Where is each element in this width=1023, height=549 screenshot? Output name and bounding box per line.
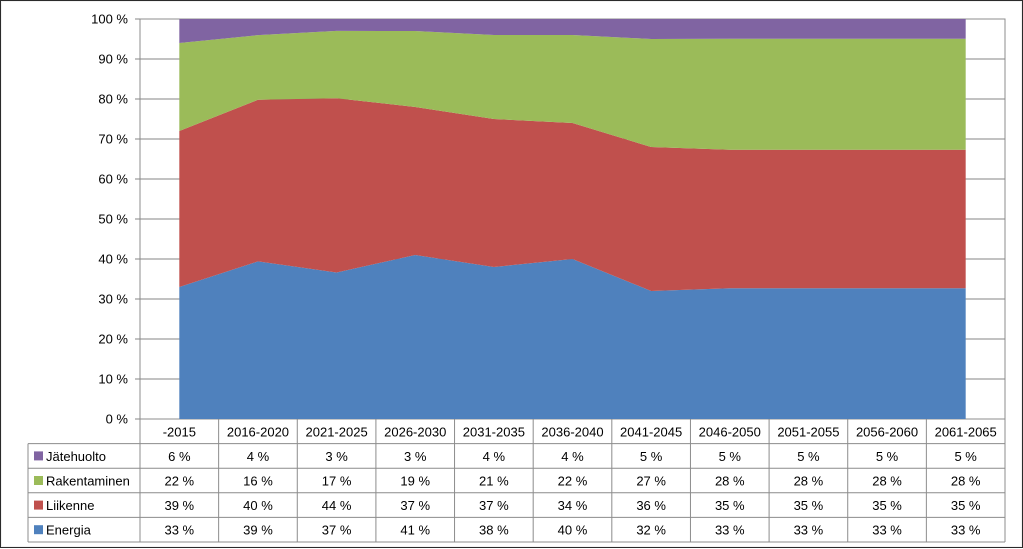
table-value: 28 %	[872, 474, 902, 489]
x-category-label: 2036-2040	[541, 424, 603, 439]
legend-key	[34, 451, 43, 461]
y-tick-label: 30 %	[98, 292, 128, 307]
table-value: 39 %	[243, 523, 273, 538]
table-value: 4 %	[561, 449, 584, 464]
table-value: 5 %	[719, 449, 742, 464]
y-tick-label: 10 %	[98, 372, 128, 387]
table-value: 19 %	[400, 474, 430, 489]
y-tick-label: 20 %	[98, 332, 128, 347]
area-energia	[179, 255, 966, 419]
table-value: 40 %	[558, 523, 588, 538]
table-value: 34 %	[558, 498, 588, 513]
table-value: 35 %	[715, 498, 745, 513]
x-category-label: -2015	[163, 424, 196, 439]
table-value: 5 %	[640, 449, 663, 464]
area-rakentaminen	[179, 30, 966, 150]
legend-key	[34, 476, 43, 485]
table-value: 33 %	[715, 523, 745, 538]
table-value: 37 %	[400, 498, 430, 513]
x-category-label: 2021-2025	[306, 424, 368, 439]
x-category-label: 2041-2045	[620, 424, 682, 439]
area-j-tehuolto	[179, 19, 966, 43]
legend-label: Rakentaminen	[46, 474, 130, 489]
table-value: 38 %	[479, 523, 509, 538]
table-value: 22 %	[558, 474, 588, 489]
table-value: 6 %	[168, 449, 191, 464]
table-value: 37 %	[479, 498, 509, 513]
table-value: 28 %	[951, 474, 981, 489]
table-value: 32 %	[636, 523, 666, 538]
y-tick-label: 80 %	[98, 92, 128, 107]
y-tick-label: 100 %	[91, 12, 128, 27]
legend-label: Jätehuolto	[46, 449, 106, 464]
area-liikenne	[179, 98, 966, 292]
table-value: 5 %	[876, 449, 899, 464]
y-tick-label: 50 %	[98, 212, 128, 227]
legend-key	[34, 500, 43, 510]
legend-key	[34, 525, 43, 535]
table-value: 28 %	[715, 474, 745, 489]
table-value: 36 %	[636, 498, 666, 513]
table-value: 17 %	[322, 474, 352, 489]
table-value: 35 %	[872, 498, 902, 513]
y-tick-label: 0 %	[106, 412, 129, 427]
table-value: 4 %	[247, 449, 270, 464]
y-tick-label: 70 %	[98, 132, 128, 147]
y-tick-label: 90 %	[98, 52, 128, 67]
x-category-label: 2051-2055	[777, 424, 839, 439]
table-value: 21 %	[479, 474, 509, 489]
table-value: 37 %	[322, 523, 352, 538]
x-category-label: 2046-2050	[699, 424, 761, 439]
x-category-label: 2061-2065	[935, 424, 997, 439]
table-value: 40 %	[243, 498, 273, 513]
table-value: 33 %	[794, 523, 824, 538]
legend-label: Liikenne	[46, 498, 94, 513]
table-value: 16 %	[243, 474, 273, 489]
table-value: 3 %	[404, 449, 427, 464]
table-value: 27 %	[636, 474, 666, 489]
legend-label: Energia	[46, 523, 92, 538]
x-category-label: 2056-2060	[856, 424, 918, 439]
x-category-label: 2026-2030	[384, 424, 446, 439]
table-value: 33 %	[164, 523, 194, 538]
table-value: 3 %	[325, 449, 348, 464]
table-value: 22 %	[164, 474, 194, 489]
y-tick-label: 60 %	[98, 172, 128, 187]
table-value: 35 %	[794, 498, 824, 513]
table-value: 44 %	[322, 498, 352, 513]
table-value: 5 %	[797, 449, 820, 464]
table-value: 33 %	[872, 523, 902, 538]
x-category-label: 2016-2020	[227, 424, 289, 439]
table-value: 39 %	[164, 498, 194, 513]
table-value: 28 %	[794, 474, 824, 489]
table-value: 35 %	[951, 498, 981, 513]
x-category-label: 2031-2035	[463, 424, 525, 439]
y-tick-label: 40 %	[98, 252, 128, 267]
table-value: 33 %	[951, 523, 981, 538]
table-value: 41 %	[400, 523, 430, 538]
table-value: 5 %	[954, 449, 977, 464]
table-value: 4 %	[483, 449, 506, 464]
